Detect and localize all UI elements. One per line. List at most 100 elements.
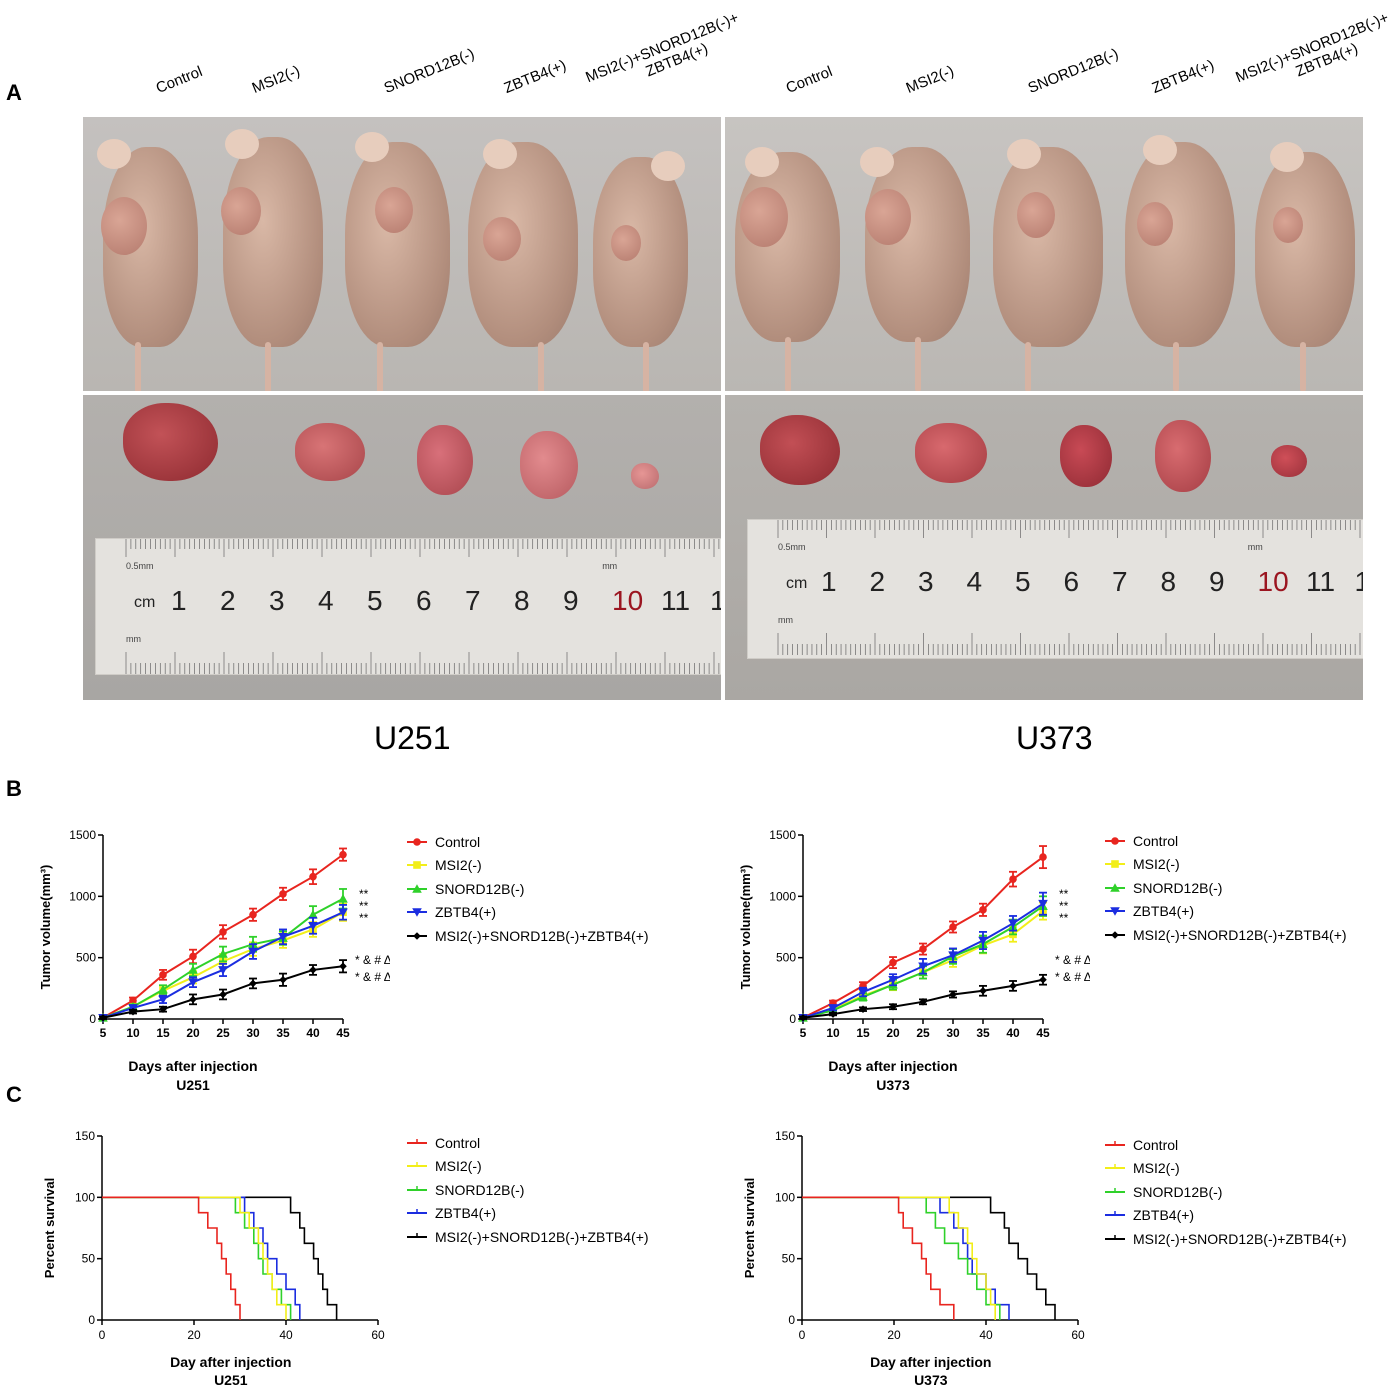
chart-subtitle: U251 <box>176 1077 210 1093</box>
photo-divider <box>721 117 725 700</box>
group-label-line: MSI2(-) <box>903 62 957 97</box>
tumor-bump <box>1017 192 1055 238</box>
ruler-number: 7 <box>1112 566 1128 597</box>
y-axis-label: Tumor volume(mm³) <box>38 865 53 990</box>
ruler-number: 4 <box>966 566 983 597</box>
mouse-photo-u251 <box>83 117 721 391</box>
legend-item: ZBTB4(+) <box>405 901 649 925</box>
legend-volume-u373: Control MSI2(-) SNORD12B(-) ZBTB4(+) MSI2(-)… <box>1103 829 1347 947</box>
legend-item: SNORD12B(-) <box>405 1178 649 1202</box>
data-point <box>219 928 227 936</box>
ruler-number: 1 <box>171 585 187 616</box>
mouse-tail <box>915 337 921 391</box>
data-point <box>1110 907 1120 917</box>
data-point <box>412 883 422 893</box>
legend-swatch <box>1105 1140 1125 1146</box>
panel-label-c: C <box>6 1082 22 1107</box>
ruler-number: 12 <box>710 585 721 616</box>
tumor-control <box>123 403 218 481</box>
x-tick-label: 30 <box>246 1026 260 1040</box>
data-point <box>159 1005 167 1013</box>
ruler-number: 10 <box>612 585 644 616</box>
legend-swatch <box>407 1232 427 1238</box>
y-tick-label: 1500 <box>69 828 96 842</box>
data-point <box>159 971 167 979</box>
tumor-combo <box>631 463 659 489</box>
data-point <box>188 965 198 974</box>
tumor-zbtb4 <box>1155 420 1211 492</box>
data-point <box>219 990 227 999</box>
legend-item: Control <box>1103 829 1347 853</box>
mouse-photo-u373 <box>725 117 1363 391</box>
tumor-photo-u251: 0.5mmmmmmcm123456789101112 <box>83 395 721 700</box>
data-point <box>413 861 421 870</box>
legend-item: SNORD12B(-) <box>405 877 649 901</box>
significance-annotation: * & # Δ <box>355 970 390 984</box>
mouse-msi2 <box>865 147 970 342</box>
legend-item: MSI2(-) <box>405 854 649 878</box>
survival-curve <box>102 1196 287 1320</box>
data-point <box>413 837 421 846</box>
significance-annotation: ** <box>359 899 369 913</box>
legend-label: MSI2(-) <box>1133 1160 1180 1177</box>
group-label: Control <box>784 63 835 97</box>
legend-swatch <box>407 1185 427 1191</box>
ruler-number: 2 <box>220 585 236 616</box>
panel-label-a: A <box>6 80 22 105</box>
data-point <box>309 966 317 974</box>
ruler-number: 10 <box>1257 566 1289 597</box>
tumor-zbtb4 <box>520 431 578 499</box>
legend-swatch <box>1105 882 1125 892</box>
legend-swatch <box>1105 1234 1125 1240</box>
y-tick-label: 0 <box>789 1012 796 1026</box>
y-tick-label: 150 <box>775 1129 795 1143</box>
mouse-msi2 <box>223 137 323 347</box>
y-tick-label: 50 <box>782 1252 796 1266</box>
x-axis-label: Days after injection <box>128 1058 257 1074</box>
data-point <box>218 949 228 958</box>
legend-swatch <box>407 1138 427 1144</box>
legend-label: SNORD12B(-) <box>435 1181 525 1198</box>
legend-label: ZBTB4(+) <box>1133 903 1195 920</box>
ruler-number: 6 <box>416 585 432 616</box>
mouse-tail <box>135 342 141 391</box>
mouse-control <box>735 152 840 342</box>
legend-label: Control <box>435 833 481 850</box>
ruler-mm-label: mm <box>126 634 141 644</box>
legend-item: ZBTB4(+) <box>1103 900 1347 924</box>
group-label-line: SNORD12B(-) <box>1025 45 1121 97</box>
data-point <box>188 978 198 987</box>
data-point <box>918 962 928 972</box>
ruler-mm-label: mm <box>1247 542 1263 552</box>
ruler-number: 4 <box>318 585 334 616</box>
y-axis-label: Tumor volume(mm³) <box>738 865 753 990</box>
legend-swatch <box>1105 860 1125 869</box>
legend-label: SNORD12B(-) <box>435 880 525 897</box>
legend-swatch <box>407 908 427 918</box>
x-tick-label: 20 <box>186 1026 200 1040</box>
legend-swatch <box>407 861 427 870</box>
tumor-bump <box>1137 202 1173 246</box>
x-tick-label: 45 <box>336 1026 350 1040</box>
x-tick-label: 15 <box>156 1026 170 1040</box>
data-point <box>158 995 168 1005</box>
data-point <box>979 906 987 914</box>
x-tick-label: 40 <box>1006 1026 1020 1040</box>
legend-swatch <box>407 1209 427 1215</box>
survival-curve <box>802 1196 1056 1320</box>
data-point <box>1039 853 1047 861</box>
ruler-ticks <box>125 539 720 674</box>
y-tick-label: 100 <box>775 1190 795 1204</box>
legend-item: ZBTB4(+) <box>405 1202 649 1226</box>
data-point <box>248 947 258 957</box>
data-point <box>279 890 287 898</box>
mouse-tail <box>643 342 649 391</box>
legend-label: ZBTB4(+) <box>1133 1207 1195 1224</box>
data-point <box>309 872 317 881</box>
legend-label: MSI2(-) <box>435 1158 482 1175</box>
legend-label: MSI2(-)+SNORD12B(-)+ZBTB4(+) <box>1133 1230 1347 1247</box>
tumor-volume-chart-u373: 0 500 1000 1500 5 10 15 20 25 30 35 40 45 Tumor volum… <box>738 828 1090 1093</box>
data-point <box>99 1013 107 1022</box>
mouse-tail <box>1173 342 1179 391</box>
tumor-msi2 <box>915 423 987 483</box>
